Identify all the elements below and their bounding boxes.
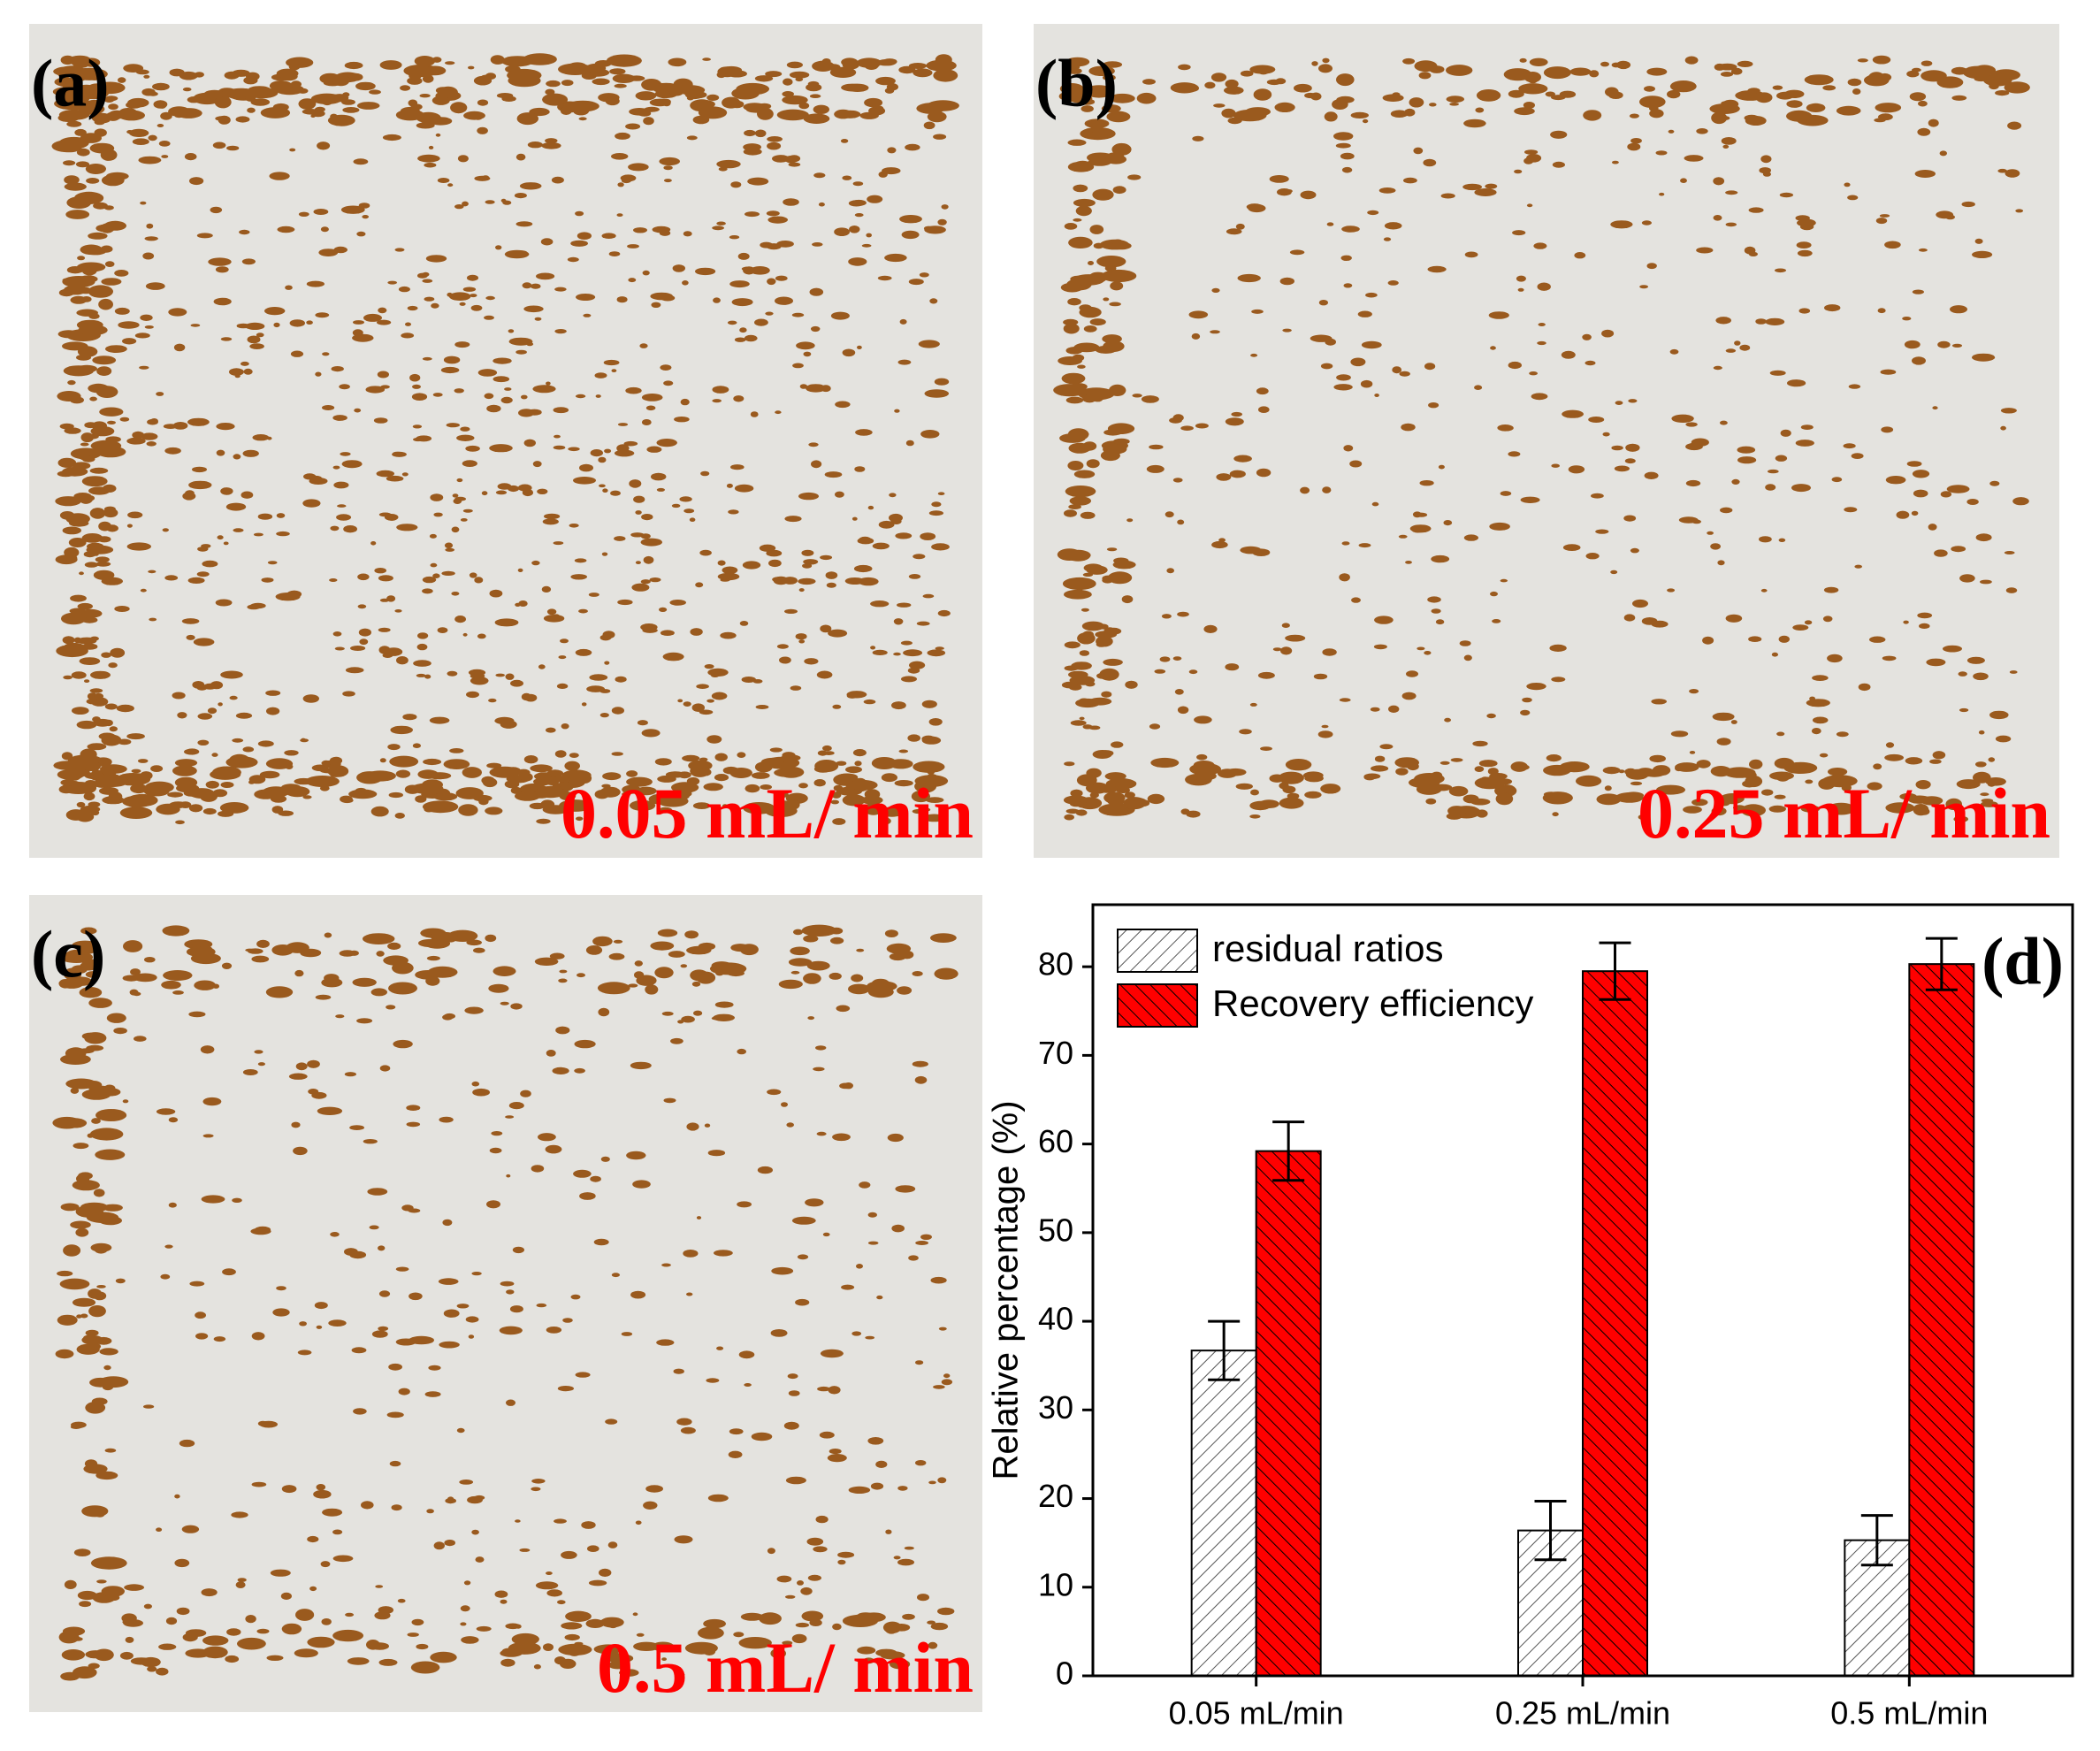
bar (1255, 1150, 1322, 1677)
x-tick-label: 0.5 mL/min (1830, 1695, 1988, 1732)
y-axis-label: Relative percentage (%) (987, 1100, 1026, 1480)
error-bar (1272, 1120, 1305, 1182)
deposits (51, 53, 959, 825)
error-bar (1599, 941, 1631, 1001)
panel-label: (a) (31, 46, 110, 120)
bar (1908, 963, 1975, 1677)
deposits (1053, 55, 2030, 822)
y-tick-label: 30 (1038, 1389, 1073, 1426)
panel-label: (b) (1035, 46, 1118, 120)
plot-frame (1091, 903, 2074, 1678)
chart: 0 10 20 30 40 50 60 70 80 Relative percentage (%)… (987, 903, 2074, 1732)
deposits (52, 924, 958, 1681)
y-tick-label: 0 (1056, 1655, 1073, 1692)
x-tick-label: 0.25 mL/min (1495, 1695, 1670, 1732)
y-tick-label: 10 (1038, 1566, 1073, 1602)
legend-label: residual ratios (1212, 928, 1443, 969)
panel-caption: 0.25 mL/ min (1638, 773, 2050, 853)
panel-caption: 0.5 mL/ min (597, 1627, 974, 1708)
y-tick-label: 70 (1038, 1035, 1073, 1071)
photo (29, 895, 982, 1712)
bar (1190, 1350, 1257, 1678)
panel-caption: 0.05 mL/ min (561, 773, 974, 853)
legend-swatch (1117, 983, 1198, 1028)
photo (29, 24, 982, 858)
error-bar (1208, 1319, 1241, 1381)
error-bar (1534, 1500, 1567, 1562)
photo (1034, 24, 2059, 858)
legend-label: Recovery efficiency (1212, 983, 1533, 1024)
y-tick-label: 40 (1038, 1301, 1073, 1337)
bar (1582, 970, 1648, 1677)
y-tick-label: 80 (1038, 946, 1073, 983)
y-tick-label: 20 (1038, 1478, 1073, 1514)
y-tick-label: 60 (1038, 1123, 1073, 1159)
error-bar (1860, 1514, 1893, 1567)
y-tick-label: 50 (1038, 1212, 1073, 1248)
panel-label: (c) (31, 917, 105, 991)
error-bar (1925, 937, 1958, 991)
panel-label: (d) (1982, 924, 2064, 998)
x-tick-label: 0.05 mL/min (1169, 1695, 1344, 1732)
photos: (a) 0.05 mL/ min (b) 0.25 mL/ min (c) 0.5 mL/… (29, 24, 2059, 1712)
legend-swatch (1117, 929, 1198, 973)
